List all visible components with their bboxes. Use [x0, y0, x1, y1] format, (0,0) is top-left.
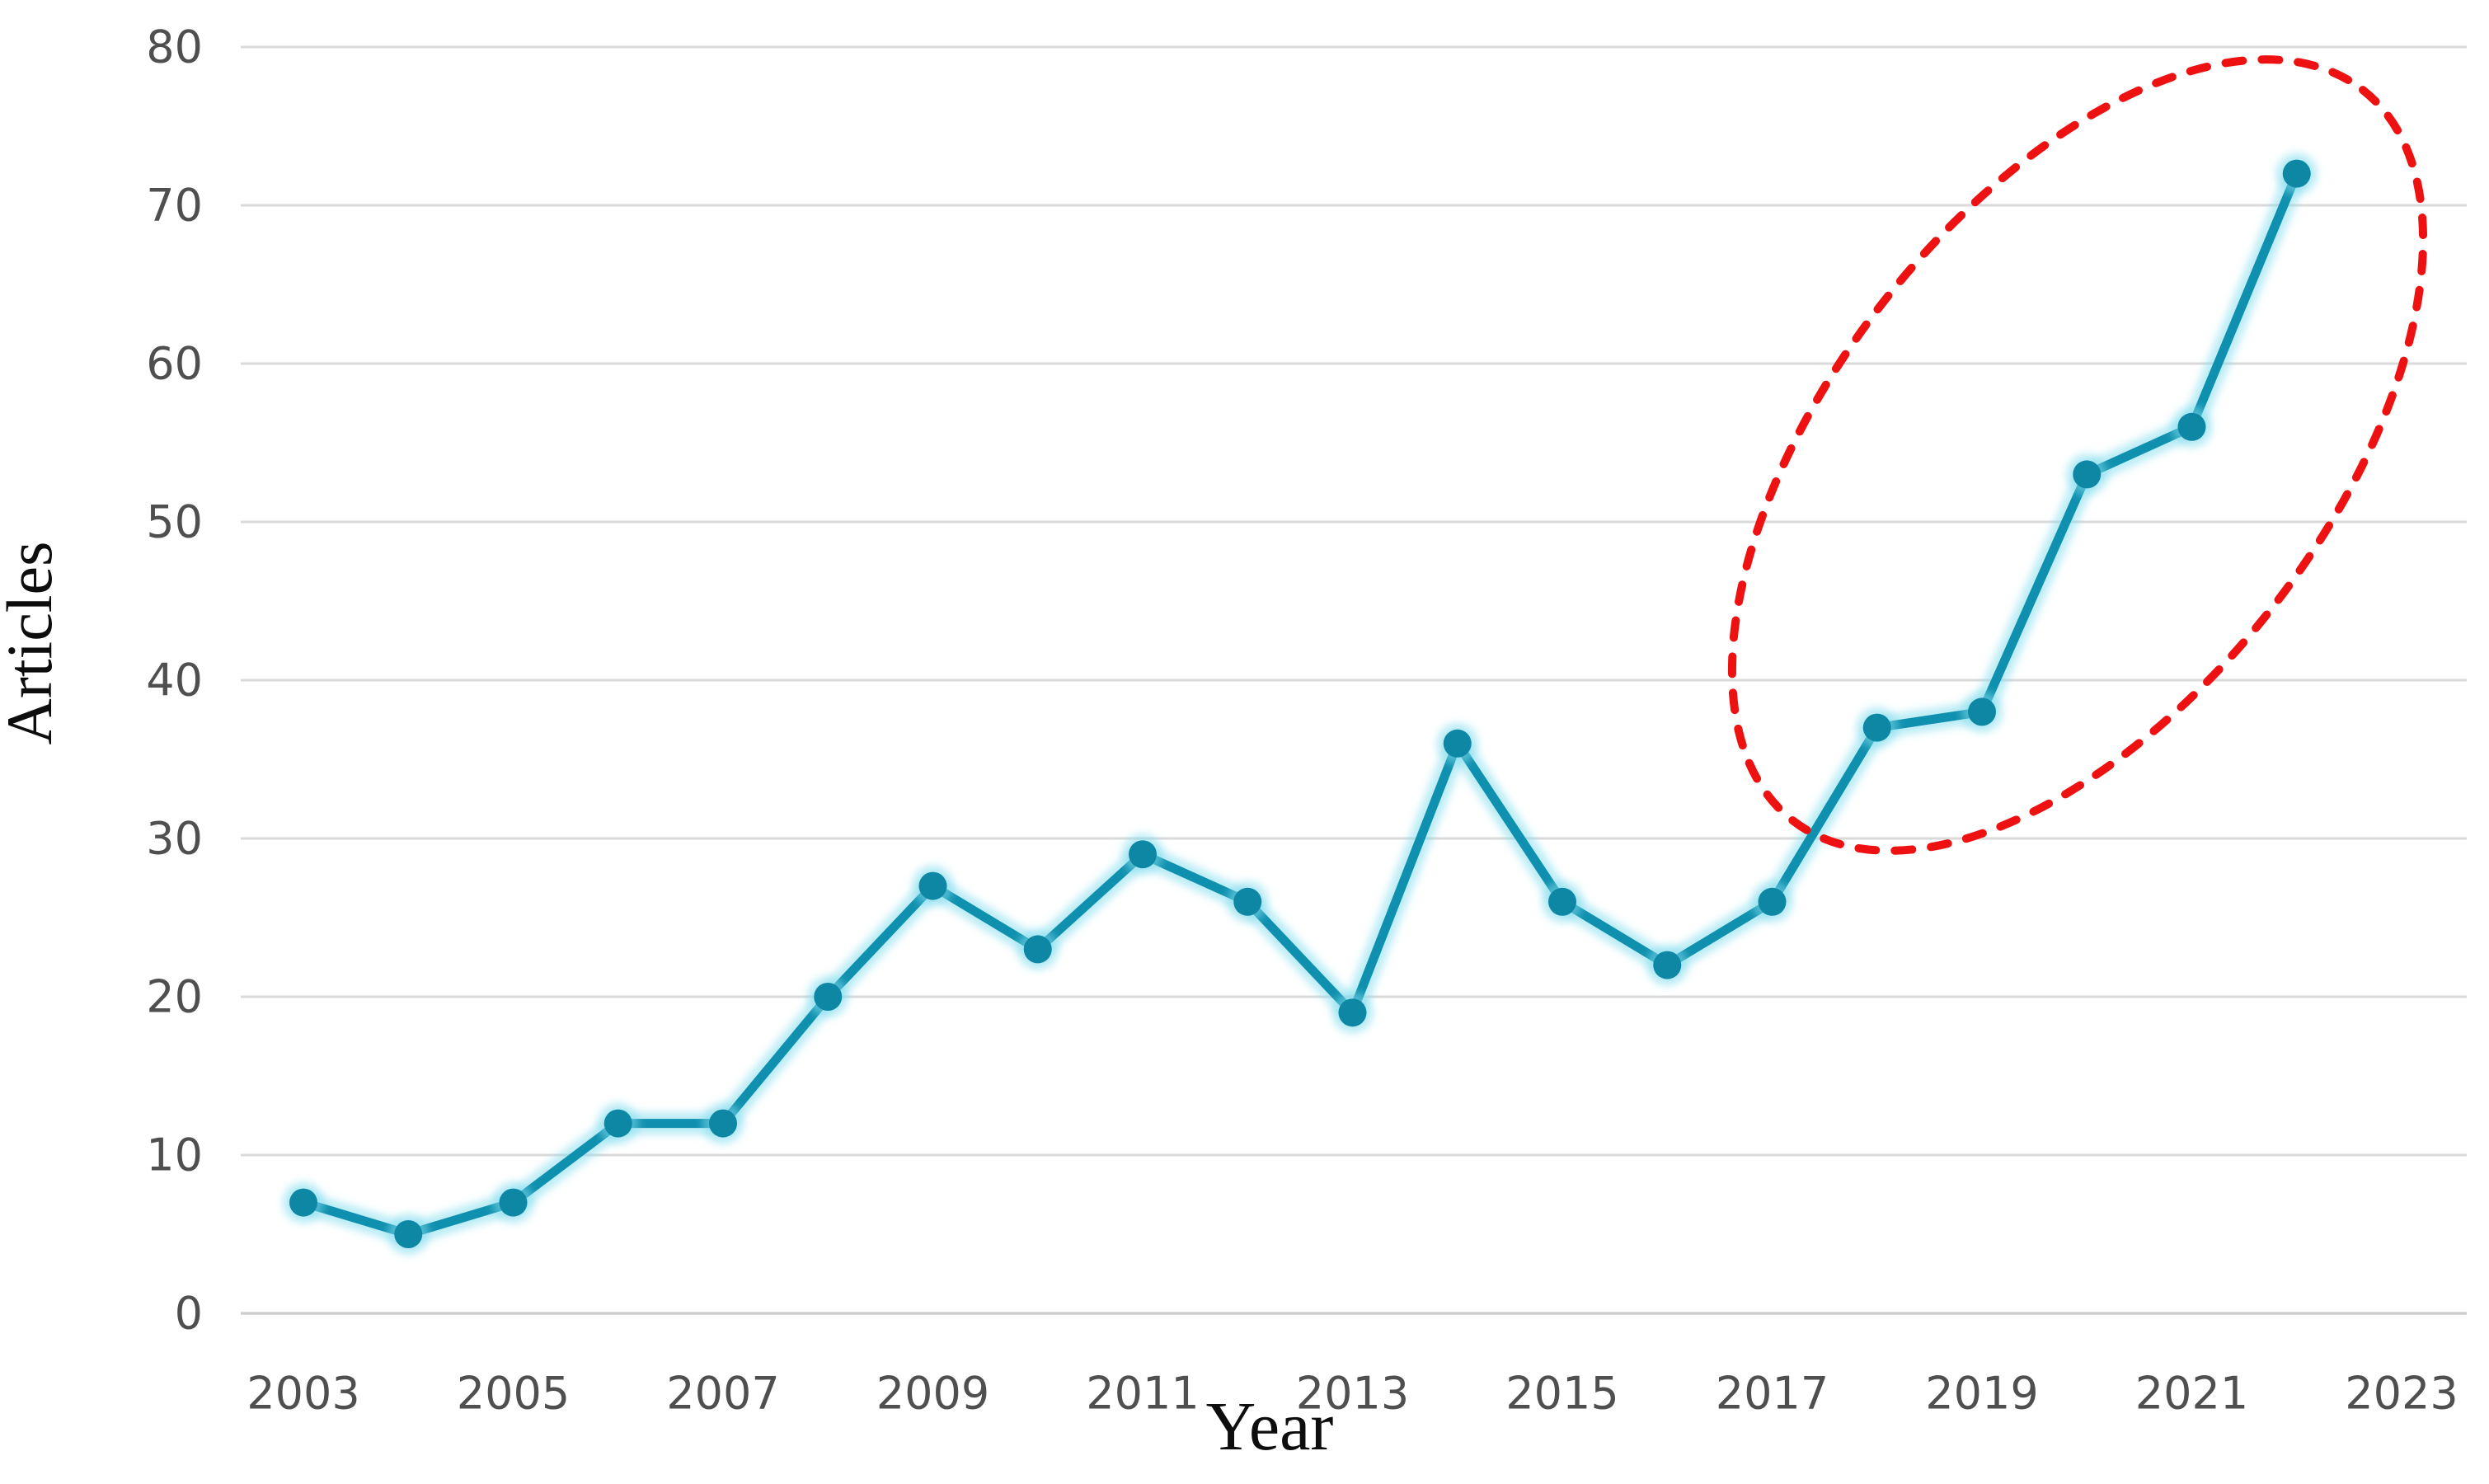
- data-point-markers: [283, 153, 2318, 1255]
- data-point-2012-value-26: [1233, 887, 1262, 916]
- data-point-2010-value-23: [1023, 935, 1052, 964]
- y-tick-label-40: 40: [146, 655, 203, 707]
- x-axis-title: Year: [1206, 1388, 1334, 1465]
- highlight-annotation: [1727, 55, 2428, 855]
- x-tick-label-2011: 2011: [1086, 1368, 1199, 1420]
- data-point-2014-value-36: [1443, 729, 1472, 758]
- x-tick-label-2013: 2013: [1296, 1368, 1409, 1420]
- data-point-2015-value-26: [1548, 887, 1576, 916]
- data-point-2005-value-7: [499, 1188, 528, 1217]
- x-tick-label-2005: 2005: [457, 1368, 570, 1420]
- data-point-2003-value-7: [289, 1188, 317, 1217]
- y-tick-label-60: 60: [146, 338, 203, 390]
- x-tick-label-2019: 2019: [1925, 1368, 2038, 1420]
- y-axis-title: Articles: [0, 542, 65, 745]
- y-tick-label-70: 70: [146, 180, 203, 232]
- data-point-2009-value-27: [918, 871, 947, 900]
- y-tick-label-80: 80: [146, 21, 203, 73]
- data-point-2013-value-19: [1338, 998, 1367, 1027]
- y-tick-label-30: 30: [146, 813, 203, 865]
- x-tick-label-2017: 2017: [1716, 1368, 1829, 1420]
- data-point-2020-value-53: [2073, 460, 2102, 489]
- gridlines: [241, 45, 2467, 1315]
- x-tick-label-2003: 2003: [247, 1368, 359, 1420]
- data-point-2011-value-29: [1129, 840, 1157, 869]
- data-point-2016-value-22: [1653, 951, 1682, 979]
- highlight-ellipse-2018-2022: [1727, 55, 2428, 855]
- data-point-2004-value-5: [394, 1220, 423, 1248]
- y-tick-label-0: 0: [175, 1288, 203, 1340]
- x-tick-label-2007: 2007: [666, 1368, 779, 1420]
- x-tick-label-2023: 2023: [2345, 1368, 2458, 1420]
- x-tick-label-2015: 2015: [1505, 1368, 1618, 1420]
- data-point-2006-value-12: [603, 1109, 632, 1138]
- x-axis-tick-labels: 2003 2005 2007 2009 2011 2013 2015 2017 2019 2021…: [247, 1368, 2458, 1420]
- data-point-2018-value-37: [1862, 713, 1891, 742]
- y-tick-label-10: 10: [146, 1129, 203, 1181]
- x-tick-label-2009: 2009: [876, 1368, 989, 1420]
- data-point-2008-value-20: [814, 983, 843, 1011]
- y-axis-tick-labels: 0 10 20 30 40 50 60 70 80: [146, 21, 203, 1340]
- data-point-2021-value-56: [2177, 412, 2206, 441]
- data-point-2022-value-72: [2282, 159, 2311, 188]
- data-point-2017-value-26: [1758, 887, 1787, 916]
- data-point-2019-value-38: [1968, 697, 1996, 726]
- x-tick-label-2021: 2021: [2135, 1368, 2248, 1420]
- y-tick-label-20: 20: [146, 971, 203, 1023]
- y-tick-label-50: 50: [146, 496, 203, 548]
- data-point-2007-value-12: [709, 1109, 737, 1138]
